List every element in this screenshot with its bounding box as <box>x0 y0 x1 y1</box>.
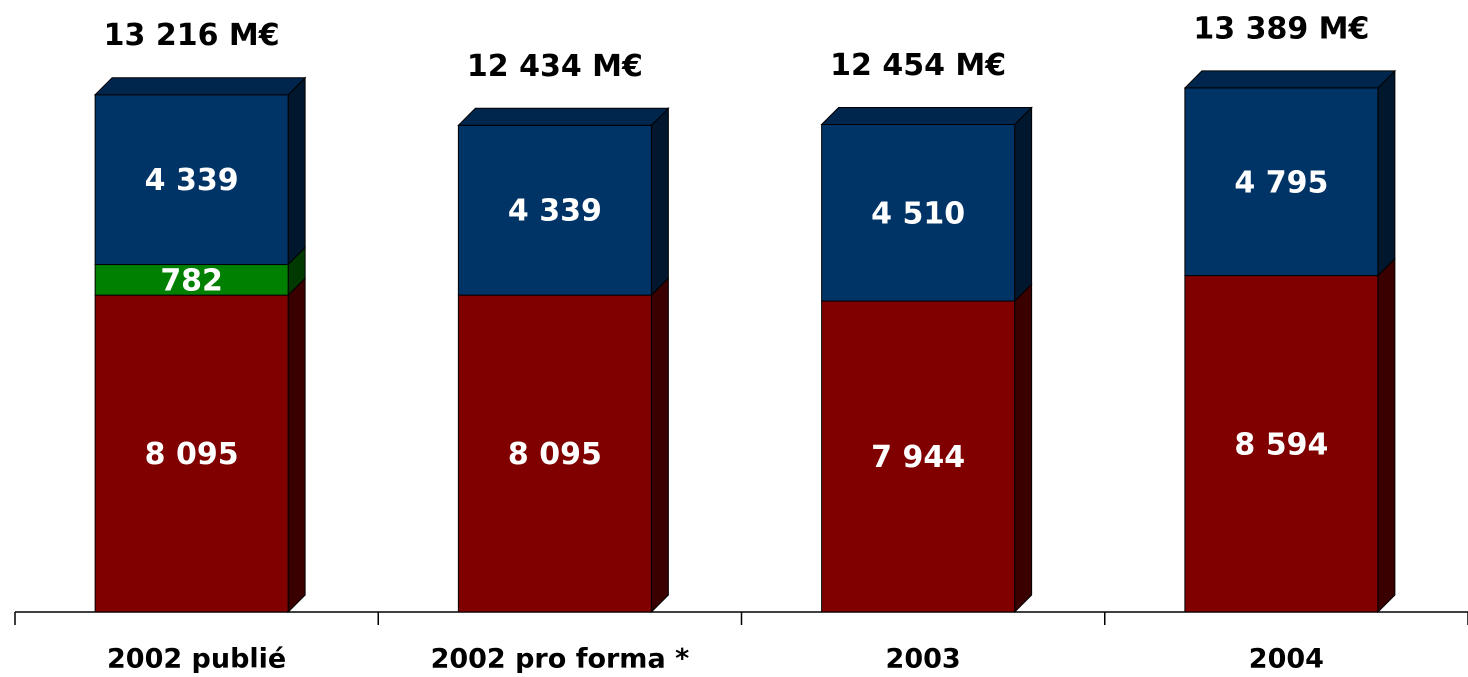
bar-top <box>1183 70 1397 89</box>
value-label: 8 095 <box>145 437 239 472</box>
bar-top <box>93 77 307 96</box>
bar-top <box>457 107 670 126</box>
bar-segment <box>1184 275 1379 613</box>
bar-side <box>650 107 669 297</box>
x-tick-label: 2003 <box>886 644 961 675</box>
x-tick-label: 2002 pro forma * <box>431 644 690 675</box>
x-tick-label: 2004 <box>1249 644 1324 675</box>
bar-segment <box>457 124 652 296</box>
x-tick-label: 2002 publié <box>107 644 286 675</box>
bar-side <box>1014 106 1033 303</box>
bar-segment <box>94 294 289 613</box>
bar-side <box>1014 282 1033 614</box>
value-label: 4 339 <box>508 194 602 229</box>
bar-side <box>287 276 306 614</box>
value-label: 4 510 <box>871 196 965 231</box>
bar-side <box>287 76 306 266</box>
value-label: 782 <box>160 263 223 298</box>
bar-segment <box>94 94 289 266</box>
value-label: 4 339 <box>145 163 239 198</box>
bar-segment <box>1184 87 1379 277</box>
bar-segment <box>94 264 289 296</box>
value-label: 8 095 <box>508 437 602 472</box>
bar-segment <box>457 294 652 613</box>
value-label: 7 944 <box>871 440 965 475</box>
bar-segment <box>821 124 1016 302</box>
bar-segment <box>821 300 1016 613</box>
value-label: 8 594 <box>1234 427 1328 462</box>
total-label: 13 216 M€ <box>104 18 280 53</box>
bar-top <box>820 107 1033 126</box>
bar-side <box>1377 257 1396 614</box>
bar-side <box>650 276 669 614</box>
total-label: 12 454 M€ <box>830 48 1006 83</box>
total-label: 12 434 M€ <box>467 49 643 84</box>
total-label: 13 389 M€ <box>1193 11 1369 46</box>
bar-side <box>1377 69 1396 277</box>
value-label: 4 795 <box>1234 165 1328 200</box>
